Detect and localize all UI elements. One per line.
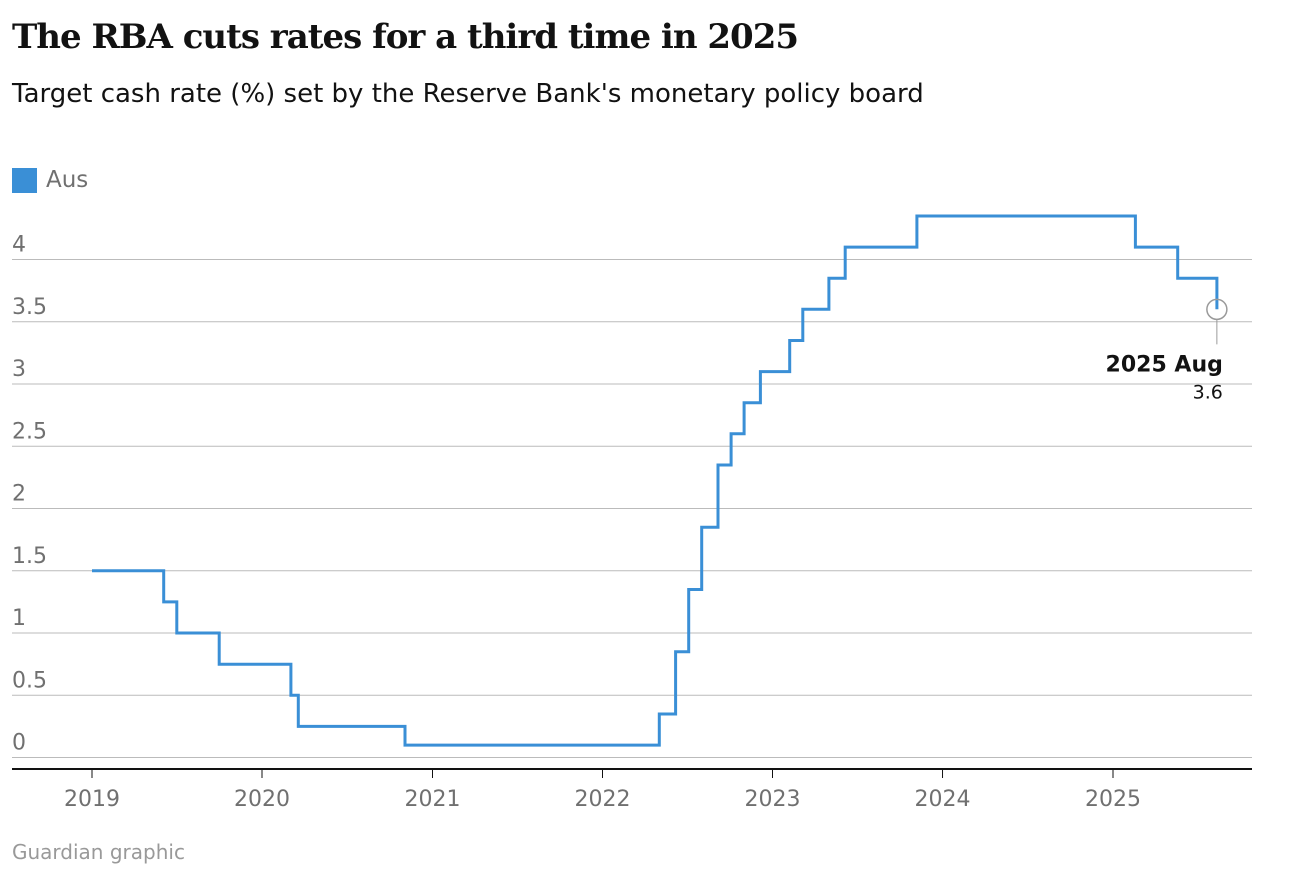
legend: Aus [12,166,88,194]
chart-title: The RBA cuts rates for a third time in 2… [12,17,799,57]
y-tick-label: 1.5 [12,544,47,569]
y-tick-label: 4 [12,233,26,258]
annotation-marker [1206,298,1228,321]
x-tick-label: 2024 [915,787,971,812]
gridlines [12,259,1252,759]
x-tick-label: 2025 [1085,787,1141,812]
annotation: 2025 Aug 3.6 [1106,298,1228,403]
y-tick-label: 0.5 [12,668,47,693]
x-tick-label: 2019 [64,787,120,812]
chart-subtitle: Target cash rate (%) set by the Reserve … [12,79,924,109]
y-tick-label: 3 [12,357,26,382]
source-credit: Guardian graphic [12,840,185,864]
legend-swatch [12,167,37,193]
series-line-aus [92,214,1219,747]
annotation-label: 2025 Aug [1106,352,1223,377]
y-tick-label: 0 [12,731,26,756]
series-layer [91,214,1219,747]
x-tick-label: 2023 [745,787,801,812]
x-tick-label: 2020 [234,787,290,812]
y-axis-ticks: 0 0.5 1 1.5 2 2.5 3 3.5 4 [12,233,47,756]
annotation-value: 3.6 [1193,381,1223,403]
x-tick-label: 2022 [575,787,631,812]
y-tick-label: 1 [12,606,26,631]
y-tick-label: 2 [12,482,26,507]
y-tick-label: 3.5 [12,295,47,320]
y-tick-label: 2.5 [12,419,47,444]
x-tick-label: 2021 [404,787,460,812]
x-axis-ticks: 2019 2020 2021 2022 2023 2024 2025 [12,768,1252,812]
legend-label: Aus [46,167,89,193]
